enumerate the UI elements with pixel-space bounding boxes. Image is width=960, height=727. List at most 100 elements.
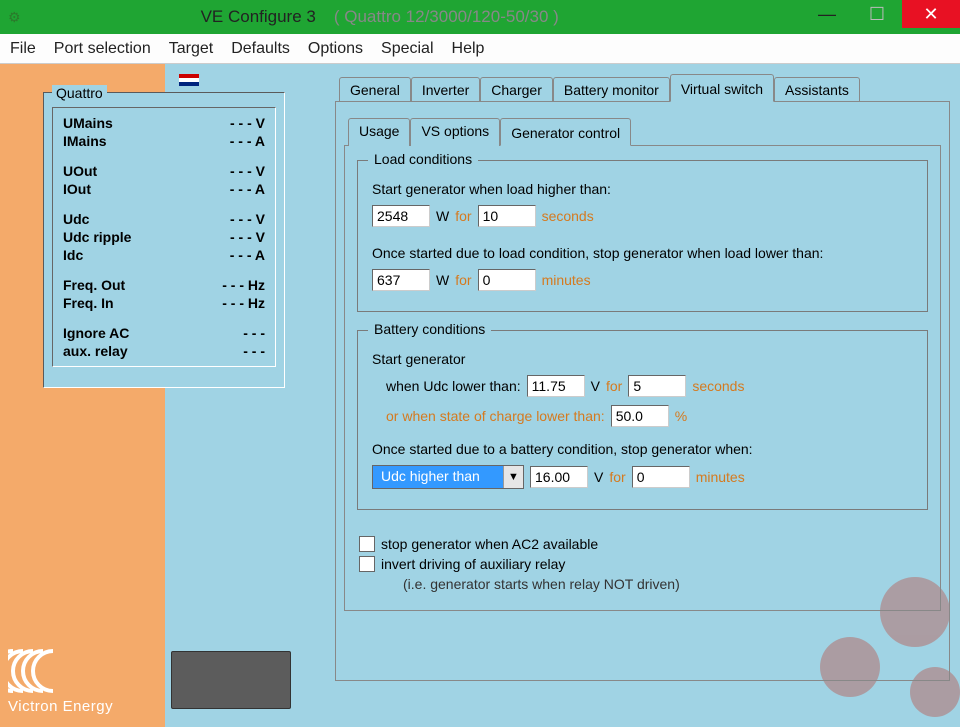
reading-row: Freq. In - - - Hz [63,294,265,312]
reading-value: - - - A [230,246,265,264]
menu-special[interactable]: Special [381,40,433,58]
menu-bar: File Port selection Target Defaults Opti… [0,34,960,64]
menu-help[interactable]: Help [452,40,485,58]
seconds-label-2: seconds [692,378,744,394]
ac2-checkbox[interactable] [359,536,375,552]
quattro-panel: Quattro UMains- - - VIMains- - - AUOut- … [43,92,285,388]
reading-row: UOut - - - V [63,162,265,180]
maximize-button[interactable]: ☐ [852,0,902,28]
minutes-label: minutes [542,272,591,288]
readings: UMains- - - VIMains- - - AUOut- - - VIOu… [52,107,276,367]
reading-label: aux. relay [63,342,128,360]
battery-stop-label: Once started due to a battery condition,… [372,441,913,457]
stop-time-input[interactable] [632,466,690,488]
reading-value: - - - V [230,210,265,228]
menu-target[interactable]: Target [169,40,213,58]
reading-value: - - - A [230,132,265,150]
reading-label: Idc [63,246,83,264]
udc-label: when Udc lower than: [386,378,521,394]
volt-label: V [591,378,600,394]
bottom-options: stop generator when AC2 available invert… [357,528,928,596]
load-stop-time-input[interactable] [478,269,536,291]
reading-label: IMains [63,132,107,150]
logo-text: Victron Energy [8,698,113,715]
menu-file[interactable]: File [10,40,36,58]
battery-conditions-group: Battery conditions Start generator when … [357,330,928,510]
reading-label: IOut [63,180,91,198]
tab-battery-monitor[interactable]: Battery monitor [553,77,670,102]
language-flag-icon[interactable] [179,74,199,86]
subtab-usage[interactable]: Usage [348,118,410,146]
load-stop-watts-input[interactable] [372,269,430,291]
victron-logo: Victron Energy [8,646,157,715]
window-titlebar: ⚙ VE Configure 3 ( Quattro 12/3000/120-5… [0,0,960,34]
minutes-label-2: minutes [696,469,745,485]
stop-udc-value-input[interactable] [530,466,588,488]
minimize-button[interactable]: ― [802,0,852,28]
load-stop-label: Once started due to load condition, stop… [372,245,913,261]
subtab-vs-options[interactable]: VS options [410,118,500,146]
for-label-3: for [606,378,622,394]
udc-time-input[interactable] [628,375,686,397]
tab-virtual-switch[interactable]: Virtual switch [670,74,774,102]
quattro-title: Quattro [52,85,107,101]
menu-options[interactable]: Options [308,40,363,58]
reading-row: Ignore AC - - - [63,324,265,342]
reading-label: Freq. Out [63,276,125,294]
sub-tabs: UsageVS optionsGenerator control [348,118,941,146]
reading-label: Ignore AC [63,324,129,342]
invert-relay-checkbox[interactable] [359,556,375,572]
reading-value: - - - A [230,180,265,198]
reading-value: - - - V [230,228,265,246]
reading-row: IMains - - - A [63,132,265,150]
load-start-label: Start generator when load higher than: [372,181,913,197]
reading-label: Freq. In [63,294,114,312]
for-label-4: for [609,469,625,485]
main-tabs: GeneralInverterChargerBattery monitorVir… [339,74,950,102]
soc-value-input[interactable] [611,405,669,427]
tab-assistants[interactable]: Assistants [774,77,860,102]
reading-label: UOut [63,162,97,180]
reading-row: aux. relay - - - [63,342,265,360]
reading-value: - - - [243,324,265,342]
seconds-label: seconds [542,208,594,224]
for-label: for [455,208,471,224]
invert-relay-desc: (i.e. generator starts when relay NOT dr… [359,576,926,592]
watt-label: W [436,208,449,224]
window-title: VE Configure 3 [201,7,316,27]
load-start-time-input[interactable] [478,205,536,227]
volt-label-2: V [594,469,603,485]
close-button[interactable]: ✕ [902,0,960,28]
reading-row: Idc - - - A [63,246,265,264]
chevron-down-icon[interactable]: ▼ [503,466,523,488]
tab-general[interactable]: General [339,77,411,102]
watt-label-2: W [436,272,449,288]
menu-defaults[interactable]: Defaults [231,40,290,58]
soc-label: or when state of charge lower than: [386,408,605,424]
reading-row: UMains- - - V [63,114,265,132]
load-start-watts-input[interactable] [372,205,430,227]
tab-charger[interactable]: Charger [480,77,553,102]
reading-row: Udc- - - V [63,210,265,228]
battery-legend: Battery conditions [368,321,491,337]
reading-value: - - - Hz [222,276,265,294]
app-icon: ⚙ [8,9,21,26]
for-label-2: for [455,272,471,288]
reading-value: - - - Hz [222,294,265,312]
combo-text: Udc higher than [373,466,503,488]
ac2-label: stop generator when AC2 available [381,536,598,552]
device-image [171,651,291,709]
reading-row: Freq. Out - - - Hz [63,276,265,294]
reading-row: Udc ripple - - - V [63,228,265,246]
reading-value: - - - [243,342,265,360]
reading-label: Udc ripple [63,228,131,246]
reading-value: - - - V [230,162,265,180]
udc-value-input[interactable] [527,375,585,397]
subtab-generator-control[interactable]: Generator control [500,118,631,146]
reading-row: IOut - - - A [63,180,265,198]
stop-condition-combo[interactable]: Udc higher than ▼ [372,465,524,489]
battery-start-label: Start generator [372,351,913,367]
percent-label: % [675,408,687,424]
menu-port-selection[interactable]: Port selection [54,40,151,58]
tab-inverter[interactable]: Inverter [411,77,480,102]
